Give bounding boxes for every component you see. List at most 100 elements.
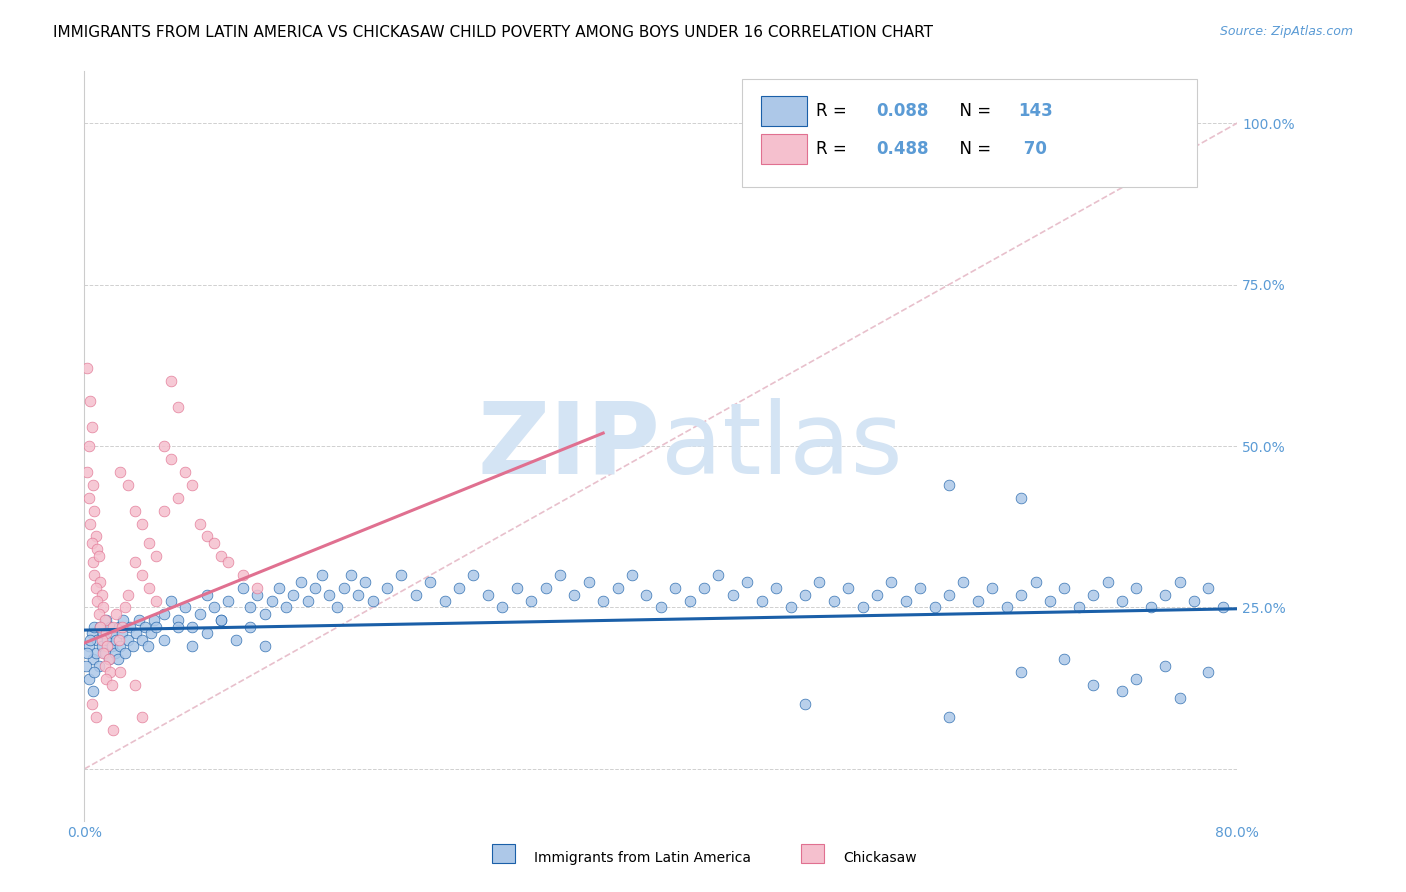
Point <box>181 620 204 634</box>
Point <box>391 568 413 582</box>
Point <box>86 542 108 557</box>
Point <box>145 594 167 608</box>
Point <box>145 549 167 563</box>
Point <box>318 588 340 602</box>
Point <box>1168 574 1191 589</box>
Point <box>1010 588 1032 602</box>
Point <box>253 639 276 653</box>
Point <box>1083 678 1105 692</box>
Point <box>94 672 117 686</box>
Point <box>124 678 146 692</box>
Point <box>721 588 744 602</box>
Point <box>77 491 100 505</box>
Point <box>152 632 174 647</box>
Text: 143: 143 <box>1018 102 1053 120</box>
Point <box>86 632 108 647</box>
Point <box>83 620 105 634</box>
Point <box>232 568 254 582</box>
Point <box>209 614 232 628</box>
Point <box>1067 600 1090 615</box>
Point <box>880 574 903 589</box>
FancyBboxPatch shape <box>741 78 1197 187</box>
Point <box>548 568 571 582</box>
Text: R =: R = <box>817 102 852 120</box>
Point <box>114 600 136 615</box>
Point <box>621 568 644 582</box>
Point <box>751 594 773 608</box>
Point <box>125 626 148 640</box>
Point <box>188 607 211 621</box>
Point <box>75 658 97 673</box>
Point <box>112 614 135 628</box>
Point <box>246 588 269 602</box>
Point <box>218 555 240 569</box>
Point <box>160 451 183 466</box>
Point <box>218 594 240 608</box>
Point <box>1010 491 1032 505</box>
Point <box>506 581 529 595</box>
Point <box>79 632 101 647</box>
Point <box>894 594 917 608</box>
Point <box>1010 665 1032 679</box>
Point <box>693 581 716 595</box>
Point <box>90 639 112 653</box>
Point <box>967 594 990 608</box>
Text: N =: N = <box>949 102 997 120</box>
Point <box>111 620 134 634</box>
Point <box>138 581 160 595</box>
Point <box>636 588 658 602</box>
Point <box>765 581 787 595</box>
Point <box>1198 665 1220 679</box>
Point <box>160 594 183 608</box>
Point <box>84 581 107 595</box>
Point <box>347 588 370 602</box>
Point <box>82 477 104 491</box>
Point <box>77 439 100 453</box>
Point <box>463 568 485 582</box>
Point <box>209 614 232 628</box>
Point <box>82 652 104 666</box>
Text: 70: 70 <box>1018 139 1047 158</box>
Text: N =: N = <box>949 139 997 158</box>
Point <box>202 600 225 615</box>
Point <box>534 581 557 595</box>
Point <box>80 626 103 640</box>
Point <box>174 600 197 615</box>
Point <box>794 698 817 712</box>
Text: Immigrants from Latin America: Immigrants from Latin America <box>534 851 751 865</box>
Point <box>188 516 211 531</box>
Point <box>823 594 845 608</box>
Point <box>578 574 600 589</box>
Point <box>290 574 312 589</box>
FancyBboxPatch shape <box>761 96 807 126</box>
Point <box>87 658 110 673</box>
Point <box>105 632 128 647</box>
Point <box>131 710 153 724</box>
Point <box>297 594 319 608</box>
Point <box>96 639 118 653</box>
Point <box>93 614 115 628</box>
Point <box>117 477 139 491</box>
Point <box>87 549 110 563</box>
Point <box>104 646 127 660</box>
Point <box>664 581 686 595</box>
Point <box>97 652 120 666</box>
Point <box>86 594 108 608</box>
Point <box>76 465 98 479</box>
Point <box>1168 690 1191 705</box>
Point <box>98 620 121 634</box>
Text: R =: R = <box>817 139 852 158</box>
Point <box>89 574 111 589</box>
Point <box>195 529 218 543</box>
Point <box>131 568 153 582</box>
Point <box>108 620 131 634</box>
Point <box>267 581 290 595</box>
Point <box>131 516 153 531</box>
Text: IMMIGRANTS FROM LATIN AMERICA VS CHICKASAW CHILD POVERTY AMONG BOYS UNDER 16 COR: IMMIGRANTS FROM LATIN AMERICA VS CHICKAS… <box>53 25 934 40</box>
Point <box>794 588 817 602</box>
Point <box>449 581 471 595</box>
Point <box>737 574 759 589</box>
Point <box>136 639 159 653</box>
Point <box>96 632 118 647</box>
Point <box>354 574 377 589</box>
